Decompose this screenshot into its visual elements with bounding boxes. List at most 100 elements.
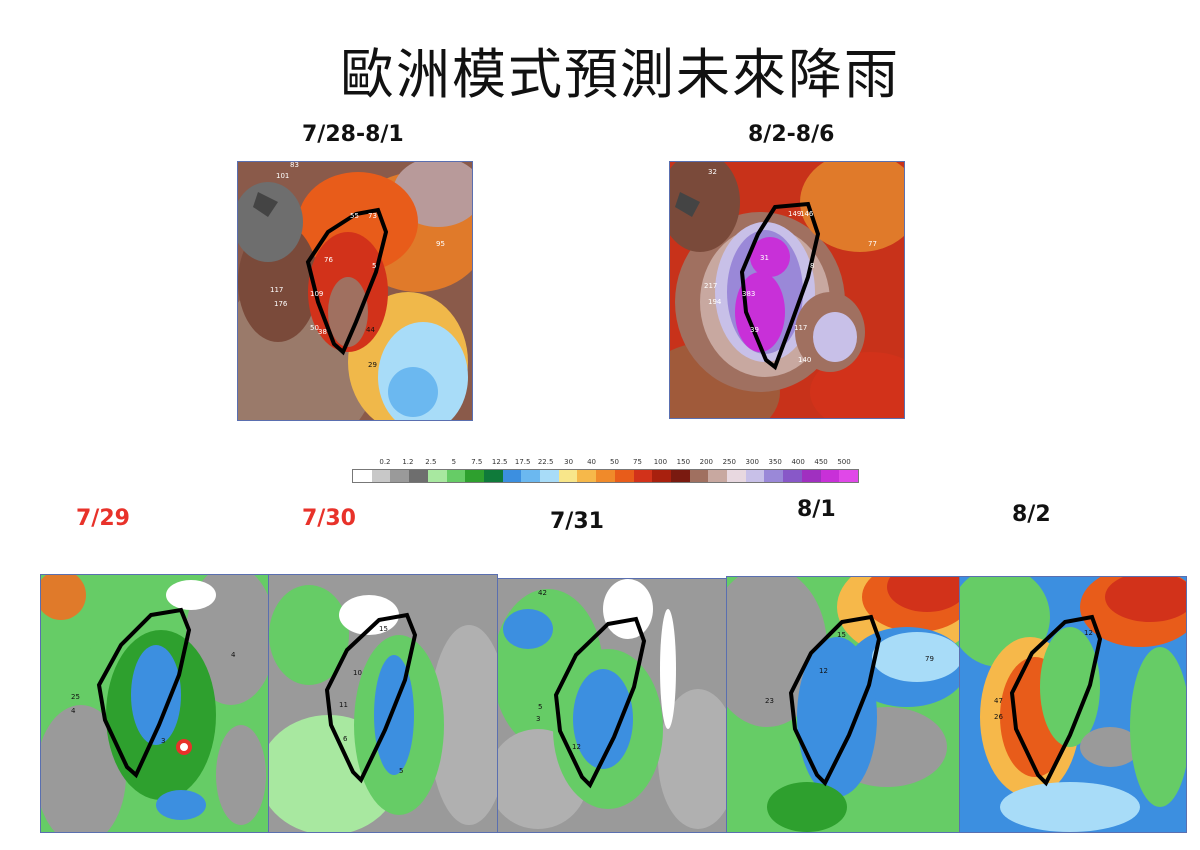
date-label-7-29: 7/29 [76,506,130,531]
legend-swatch [689,470,709,482]
legend-swatch [670,470,690,482]
legend-tick-label: 0.2 [379,458,391,466]
legend-swatch [839,470,858,482]
map-value: 149 [788,210,801,218]
legend-swatch [820,470,840,482]
map-value: 50 [310,324,319,332]
map-value: 4 [71,707,76,715]
legend-tick-label: 5 [451,458,457,466]
legend-swatch [614,470,634,482]
legend-color-bar [352,469,859,483]
legend-swatch [371,470,391,482]
date-label-8-1: 8/1 [797,497,836,522]
rainfall-map-7-29: 25 4 4 3 [40,574,269,833]
date-label-7-31: 7/31 [550,509,604,534]
map-value: 3 [536,715,540,723]
map-value: 6 [343,735,348,743]
legend-tick-label: 17.5 [514,458,531,466]
map-value: 11 [339,701,348,709]
map-value: 12 [819,667,828,675]
legend-swatch [483,470,503,482]
map-value: 109 [310,290,323,298]
legend-tick-label: 350 [768,458,782,466]
map-value: 44 [366,326,375,334]
map-value: 10 [353,669,362,677]
rainfall-map-8-2-8-6: 32 149 146 77 31 8 217 194 383 39 117 14… [669,161,905,419]
date-label-7-30: 7/30 [302,506,356,531]
map-value: 15 [379,625,388,633]
map-value: 194 [708,298,722,306]
legend-tick-label: 250 [722,458,736,466]
map-value: 26 [994,713,1003,721]
legend-tick-label: 300 [745,458,759,466]
map-value: 83 [290,162,299,169]
legend-swatch [353,470,372,482]
legend-swatch [465,470,484,482]
map-value: 31 [760,254,769,262]
period-label-2: 8/2-8/6 [748,122,835,147]
map-value: 12 [572,743,581,751]
legend-swatch [633,470,653,482]
legend-tick-label: 400 [791,458,805,466]
legend-tick-label: 50 [610,458,619,466]
legend-tick-label: 7.5 [471,458,483,466]
map-value: 3 [161,737,165,745]
rainfall-map-7-31: 42 5 3 12 [497,578,727,833]
map-value: 25 [71,693,80,701]
legend-tick-label: 22.5 [537,458,554,466]
legend-swatch [409,470,428,482]
map-value: 117 [794,324,807,332]
map-value: 76 [324,256,333,264]
legend-tick-label: 450 [814,458,828,466]
map-value: 47 [994,697,1003,705]
map-value: 79 [925,655,934,663]
legend-tick-label: 500 [837,458,851,466]
map-value: 12 [1084,629,1093,637]
rainfall-map-7-28-8-1: 83 101 55 73 95 76 5 117 176 109 50 38 4… [237,161,473,421]
legend-swatch [708,470,728,482]
legend-swatch [727,470,746,482]
map-value: 73 [368,212,377,220]
legend-swatch [390,470,410,482]
legend-tick-label: 200 [699,458,713,466]
map-value: 42 [538,589,547,597]
map-value: 217 [704,282,717,290]
rainfall-map-8-1: 23 15 79 12 [726,576,960,833]
map-value: 77 [868,240,877,248]
date-label-8-2: 8/2 [1012,502,1051,527]
legend-swatch [502,470,522,482]
map-value: 5 [372,262,376,270]
map-value: 5 [538,703,542,711]
map-value: 32 [708,168,717,176]
legend-tick-label: 75 [632,458,642,466]
period-label-1: 7/28-8/1 [302,122,404,147]
legend-tick-label: 12.5 [491,458,508,466]
map-value: 95 [436,240,445,248]
legend-tick-label: 40 [587,458,596,466]
map-value: 383 [742,290,755,298]
legend-tick-label: 30 [564,458,574,466]
map-value: 4 [231,651,236,659]
slide-title: 歐洲模式預測未來降雨 [340,43,900,106]
rainfall-color-legend: 0.2 1.2 2.5 5 7.5 12.5 17.5 22.5 30 40 50 75 100 150 2… [352,458,862,488]
legend-swatch [427,470,447,482]
map-value: 8 [810,262,814,270]
map-value: 55 [350,212,359,220]
legend-swatch [783,470,802,482]
legend-tick-label: 150 [676,458,691,466]
map-value: 117 [270,286,283,294]
map-value: 146 [800,210,814,218]
legend-swatch [521,470,541,482]
legend-swatch [596,470,615,482]
legend-ticks: 0.2 1.2 2.5 5 7.5 12.5 17.5 22.5 30 40 50 75 100 150 2… [352,458,862,468]
rainfall-map-8-2: 12 47 26 [959,576,1187,833]
legend-swatch [446,470,466,482]
legend-swatch [745,470,765,482]
legend-swatch [801,470,821,482]
rainfall-map-7-30: 15 10 11 6 5 [268,574,498,833]
legend-swatch [540,470,559,482]
map-value: 140 [798,356,811,364]
map-value: 15 [837,631,846,639]
map-value: 176 [274,300,288,308]
legend-tick-label: 100 [653,458,668,466]
